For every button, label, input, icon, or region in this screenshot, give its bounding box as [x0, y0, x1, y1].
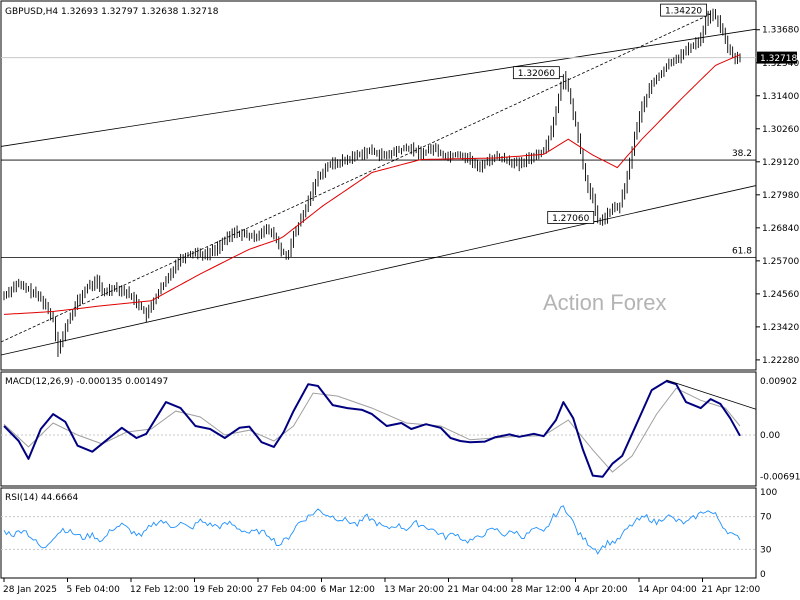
channel-lower-line [0, 185, 757, 356]
time-tick-label: 6 Mar 12:00 [321, 585, 376, 595]
price-tick-label: 1.22280 [762, 356, 799, 366]
price-panel-frame [0, 0, 757, 371]
price-tick-label: 1.23420 [762, 323, 799, 333]
ma-line [3, 54, 741, 315]
macd-line [3, 380, 741, 478]
price-tick-label: 1.29120 [762, 158, 799, 168]
time-tick-label: 21 Mar 04:00 [448, 585, 508, 595]
annotation-box-0 [660, 3, 707, 17]
macd-tick-label: 0.00 [760, 431, 780, 441]
time-tick-label: 19 Feb 20:00 [194, 585, 253, 595]
macd-title: MACD(12,26,9) -0.000135 0.001497 [5, 377, 168, 387]
rsi-title: RSI(14) 44.6664 [5, 493, 78, 503]
rsi-tick-label: 70 [760, 513, 772, 523]
price-title: GBPUSD,H4 1.32693 1.32797 1.32638 1.3271… [5, 7, 219, 17]
rsi-line [3, 505, 741, 555]
rsi-tick-label: 30 [760, 545, 772, 555]
time-tick-label: 28 Mar 12:00 [511, 585, 571, 595]
annotation-label-1: 1.32060 [518, 69, 555, 79]
macd-panel-frame [0, 371, 757, 487]
current-price-box [757, 51, 797, 64]
price-tick-label: 1.30260 [762, 125, 799, 135]
annotation-label-0: 1.34220 [665, 7, 702, 17]
time-tick-label: 27 Feb 04:00 [257, 585, 316, 595]
price-tick-label: 1.27980 [762, 191, 799, 201]
price-tick-label: 1.32540 [762, 59, 799, 69]
macd-tick-label: -0.006915 [760, 472, 800, 482]
price-tick-label: 1.31400 [762, 92, 799, 102]
rsi-series: 100 70 30 0 [1, 488, 777, 580]
rsi-panel-frame [0, 487, 757, 579]
rsi-tick-label: 0 [760, 570, 766, 580]
macd-series: 0.00902 0.00 -0.006915 [1, 377, 800, 482]
annotation-box-2 [547, 211, 595, 224]
fib-label-1: 61.8 [732, 246, 752, 256]
macd-trend-line [666, 379, 757, 410]
rsi-tick-label: 100 [760, 488, 777, 498]
channel-upper-line [0, 28, 757, 147]
time-tick-label: 4 Apr 20:00 [575, 585, 628, 595]
current-price-label: 1.32718 [760, 54, 797, 64]
price-tick-label: 1.26840 [762, 224, 799, 234]
time-tick-label: 13 Mar 20:00 [384, 585, 444, 595]
watermark: Action Forex [543, 290, 667, 315]
macd-signal-line [3, 387, 741, 473]
annotation-label-2: 1.27060 [552, 214, 589, 224]
time-tick-label: 14 Apr 04:00 [638, 585, 697, 595]
price-tick-label: 1.24560 [762, 290, 799, 300]
fib-label-0: 38.2 [732, 149, 752, 159]
time-tick-label: 5 Feb 04:00 [67, 585, 121, 595]
price-annotations: 1.34220 1.32060 1.27060 [512, 3, 711, 224]
macd-tick-label: 0.00902 [760, 377, 797, 387]
fib-levels: 38.2 61.8 [1, 149, 756, 258]
price-tick-label: 1.33680 [762, 26, 799, 36]
price-axis: 1.33680 1.32540 1.31400 1.30260 1.29120 1.279… [756, 26, 799, 366]
annotation-box-1 [512, 66, 560, 80]
time-tick-label: 12 Feb 12:00 [130, 585, 189, 595]
price-tick-label: 1.25700 [762, 257, 799, 267]
time-tick-label: 21 Apr 12:00 [702, 585, 761, 595]
time-axis: 28 Jan 2025 5 Feb 04:00 12 Feb 12:00 19 Feb… [3, 578, 760, 595]
moving-average [3, 54, 741, 315]
time-tick-label: 28 Jan 2025 [3, 585, 57, 595]
